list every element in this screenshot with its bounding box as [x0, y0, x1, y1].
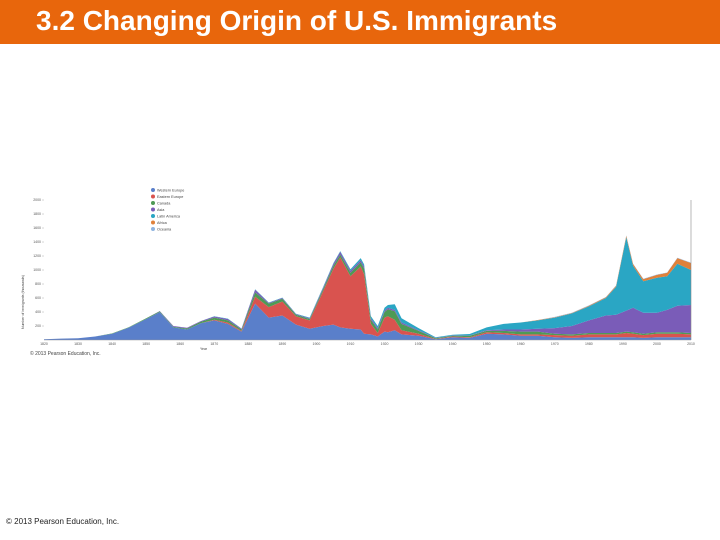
- legend-swatch: [151, 227, 155, 231]
- x-tick-label: 2000: [653, 342, 661, 346]
- x-axis: 1820 1830 1840 1850 1860 1870 1880 1890 1900 1910…: [40, 339, 695, 346]
- x-tick-label: 1930: [415, 342, 423, 346]
- y-tick-label: 1200: [33, 254, 41, 258]
- legend-swatch: [151, 201, 155, 205]
- x-tick-label: 1970: [551, 342, 559, 346]
- x-tick-label: 1880: [244, 342, 252, 346]
- x-axis-label: Year: [200, 347, 208, 351]
- x-tick-label: 1900: [313, 342, 321, 346]
- chart-legend: Western Europe Eastern Europe Canada Asia La…: [151, 188, 184, 231]
- legend-label: Asia: [157, 208, 165, 212]
- legend-label: Western Europe: [157, 188, 184, 192]
- x-tick-label: 1860: [176, 342, 184, 346]
- y-tick-label: 200: [35, 324, 41, 328]
- area-series-3: [44, 251, 691, 340]
- y-axis-label: Number of immigrants (thousands): [21, 275, 25, 329]
- x-tick-label: 1890: [278, 342, 286, 346]
- y-axis: 200 400 600 800 1000 1200 1400 1600 1800 2000: [33, 198, 44, 328]
- x-tick-label: 1840: [108, 342, 116, 346]
- title-bar: 3.2 Changing Origin of U.S. Immigrants: [0, 0, 720, 44]
- area-series-0: [44, 303, 691, 340]
- legend-label: Africa: [157, 221, 168, 225]
- x-tick-label: 1870: [210, 342, 218, 346]
- legend-swatch: [151, 194, 155, 199]
- area-series-2: [44, 254, 691, 340]
- slide-footer-copyright: © 2013 Pearson Education, Inc.: [6, 517, 120, 526]
- y-tick-label: 1000: [33, 268, 41, 272]
- x-tick-label: 1940: [449, 342, 457, 346]
- x-tick-label: 1830: [74, 342, 82, 346]
- chart-areas: [44, 200, 692, 340]
- legend-label: Latin America: [157, 214, 181, 218]
- y-tick-label: 600: [35, 296, 41, 300]
- legend-label: Oceania: [157, 227, 172, 231]
- x-tick-label: 1820: [40, 342, 48, 346]
- y-tick-label: 800: [35, 282, 41, 286]
- immigration-stacked-area-chart: Western Europe Eastern Europe Canada Asia La…: [21, 188, 695, 357]
- x-tick-label: 1920: [381, 342, 389, 346]
- x-tick-label: 2010: [687, 342, 695, 346]
- x-tick-label: 1950: [483, 342, 491, 346]
- y-tick-label: 1800: [33, 212, 41, 216]
- legend-label: Canada: [157, 201, 171, 205]
- legend-swatch: [151, 220, 155, 225]
- legend-swatch: [151, 214, 155, 218]
- x-tick-label: 1910: [347, 342, 355, 346]
- legend-label: Eastern Europe: [157, 195, 183, 199]
- y-tick-label: 400: [35, 310, 41, 314]
- legend-swatch: [151, 207, 155, 212]
- slide-title: 3.2 Changing Origin of U.S. Immigrants: [36, 5, 558, 36]
- y-tick-label: 1600: [33, 226, 41, 230]
- x-tick-label: 1850: [142, 342, 150, 346]
- x-tick-label: 1960: [517, 342, 525, 346]
- y-tick-label: 2000: [33, 198, 41, 202]
- x-tick-label: 1980: [585, 342, 593, 346]
- y-tick-label: 1400: [33, 240, 41, 244]
- area-series-1: [44, 257, 691, 340]
- chart-copyright: © 2013 Pearson Education, Inc.: [30, 350, 101, 357]
- legend-swatch: [151, 188, 155, 192]
- x-tick-label: 1990: [619, 342, 627, 346]
- area-series-4: [44, 237, 691, 340]
